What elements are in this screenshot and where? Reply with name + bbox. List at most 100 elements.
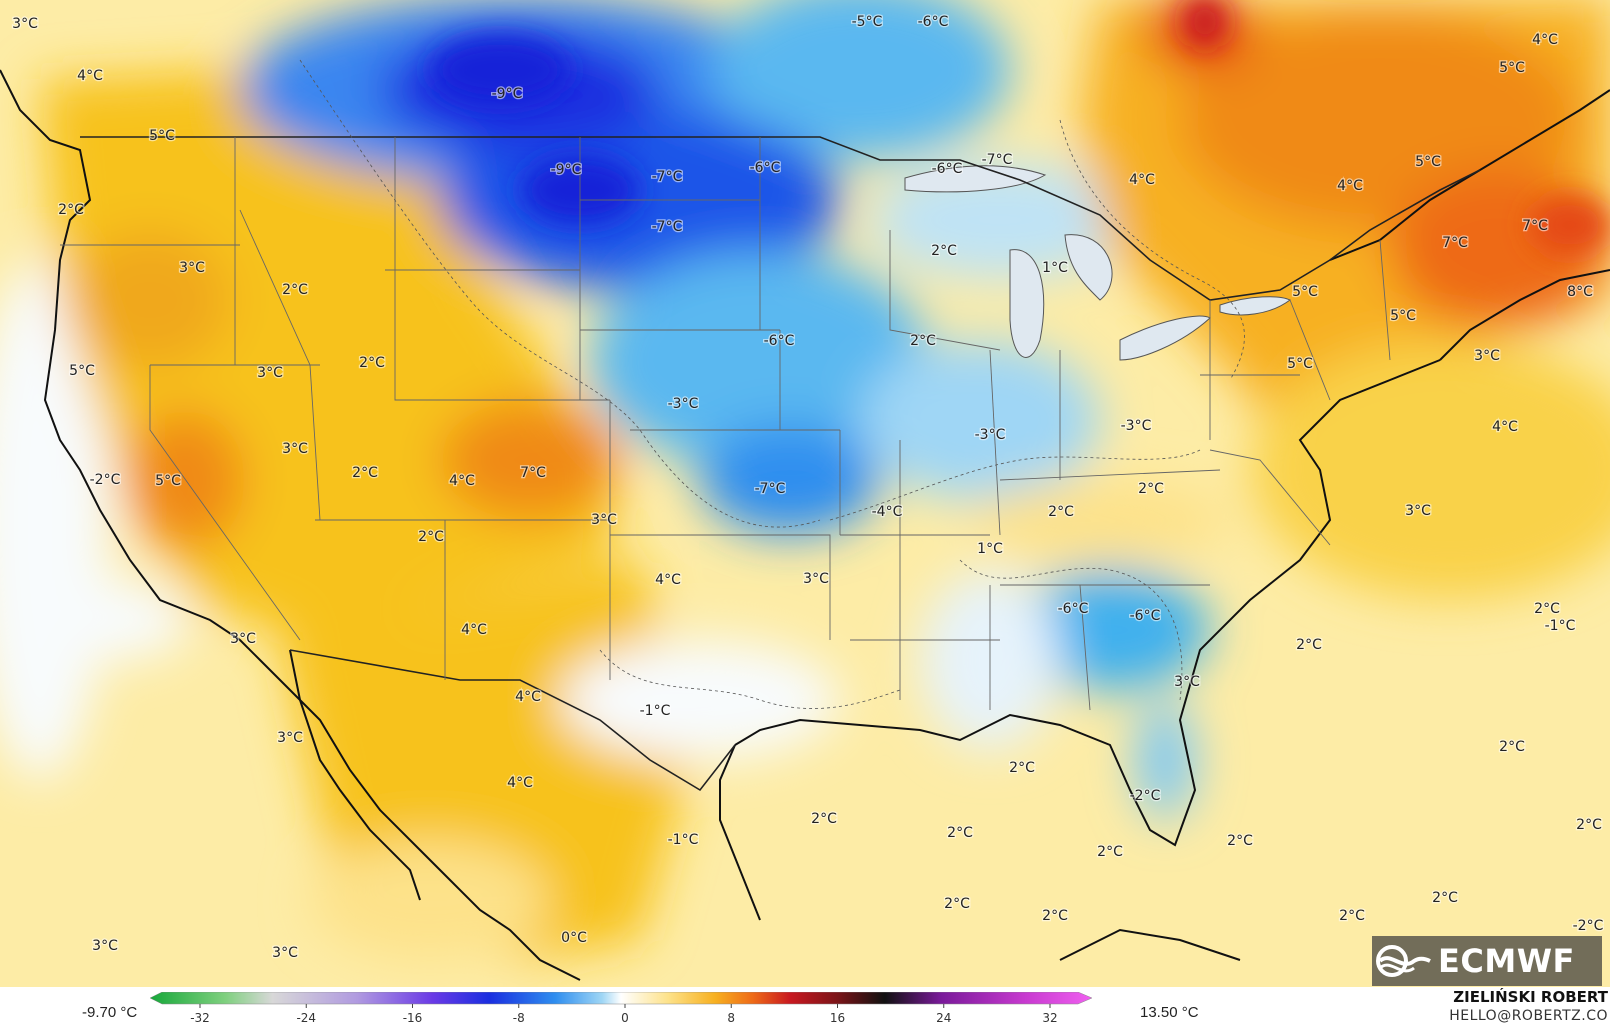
temperature-label: 2°C	[282, 282, 308, 298]
temperature-label: -7°C	[652, 169, 683, 185]
temperature-label-halo: 2°C	[1048, 504, 1074, 520]
temperature-label: 2°C	[910, 333, 936, 349]
temperature-label: 3°C	[1174, 674, 1200, 690]
temperature-label: 4°C	[515, 689, 541, 705]
temperature-label-halo: 3°C	[1405, 503, 1431, 519]
temperature-label: 4°C	[77, 68, 103, 84]
temperature-label: 1°C	[977, 541, 1003, 557]
temperature-label-halo: 4°C	[461, 622, 487, 638]
temperature-label-halo: 2°C	[944, 896, 970, 912]
temperature-label: 3°C	[179, 260, 205, 276]
temperature-label-halo: 2°C	[1227, 833, 1253, 849]
temperature-label-halo: -6°C	[750, 160, 781, 176]
temperature-label: 4°C	[461, 622, 487, 638]
temperature-label: 5°C	[1415, 154, 1441, 170]
temperature-label-halo: 3°C	[277, 730, 303, 746]
temperature-label: 5°C	[149, 128, 175, 144]
temperature-label-halo: -6°C	[918, 14, 949, 30]
temperature-label-halo: 2°C	[418, 529, 444, 545]
temperature-label-halo: 3°C	[179, 260, 205, 276]
temperature-label: 3°C	[272, 945, 298, 961]
temperature-label: -4°C	[872, 504, 903, 520]
temperature-label-halo: 0°C	[561, 930, 587, 946]
great-lakes	[904, 165, 1291, 361]
temperature-label-halo: 2°C	[1296, 637, 1322, 653]
contour-lines	[299, 59, 1245, 709]
temperature-label-halo: 4°C	[515, 689, 541, 705]
temperature-label-halo: 5°C	[1292, 284, 1318, 300]
temperature-label: 2°C	[418, 529, 444, 545]
temperature-label-halo: 2°C	[359, 355, 385, 371]
temperature-label: -3°C	[1121, 418, 1152, 434]
temperature-label: 4°C	[1129, 172, 1155, 188]
temperature-label-halo: -3°C	[668, 396, 699, 412]
temperature-label: 2°C	[1576, 817, 1602, 833]
temperature-label-halo: 5°C	[1499, 60, 1525, 76]
temperature-label: -1°C	[1545, 618, 1576, 634]
temperature-label-halo: 2°C	[282, 282, 308, 298]
temperature-label: -5°C	[852, 14, 883, 30]
temperature-label: -2°C	[1130, 788, 1161, 804]
temperature-label: 2°C	[1048, 504, 1074, 520]
temperature-label-halo: -3°C	[975, 427, 1006, 443]
temperature-label: 3°C	[803, 571, 829, 587]
temperature-label: 3°C	[591, 512, 617, 528]
temperature-label-halo: 7°C	[1442, 235, 1468, 251]
state-lines	[60, 137, 1391, 711]
temperature-label: 7°C	[1442, 235, 1468, 251]
temperature-label: -7°C	[652, 219, 683, 235]
temperature-label: 4°C	[1532, 32, 1558, 48]
temperature-label-halo: 4°C	[1532, 32, 1558, 48]
temperature-label: -6°C	[932, 161, 963, 177]
temperature-label-halo: 7°C	[1522, 218, 1548, 234]
temperature-label-halo: 2°C	[1534, 601, 1560, 617]
temperature-label: 2°C	[352, 465, 378, 481]
max-value-label: 13.50 °C	[1140, 1004, 1199, 1021]
colorbar-tick-label: -24	[296, 1011, 316, 1025]
temperature-label: 5°C	[1499, 60, 1525, 76]
colorbar-tick-label: 8	[727, 1011, 735, 1025]
temperature-label-halo: 4°C	[507, 775, 533, 791]
logo-text: ECMWF	[1438, 942, 1575, 980]
temperature-label: 2°C	[1009, 760, 1035, 776]
temperature-label: 2°C	[1097, 844, 1123, 860]
temperature-label: -2°C	[90, 472, 121, 488]
temperature-label: 4°C	[1337, 178, 1363, 194]
temperature-label-halo: 4°C	[449, 473, 475, 489]
temperature-label-halo: 7°C	[520, 465, 546, 481]
temperature-label: 2°C	[1432, 890, 1458, 906]
temperature-label-halo: 2°C	[1009, 760, 1035, 776]
temperature-label: 8°C	[1567, 284, 1593, 300]
temperature-label: -2°C	[1573, 918, 1604, 934]
temperature-label: -7°C	[982, 152, 1013, 168]
temperature-label-halo: 3°C	[1474, 348, 1500, 364]
temperature-label-halo: -7°C	[652, 169, 683, 185]
temperature-label: 7°C	[520, 465, 546, 481]
temperature-label-halo: 4°C	[655, 572, 681, 588]
temperature-label-halo: -6°C	[932, 161, 963, 177]
temperature-label-halo: -7°C	[755, 481, 786, 497]
temperature-label: 2°C	[811, 811, 837, 827]
temperature-label-halo: 3°C	[1174, 674, 1200, 690]
temperature-label-halo: 1°C	[977, 541, 1003, 557]
temperature-label-halo: 1°C	[1042, 260, 1068, 276]
temperature-label: -3°C	[668, 396, 699, 412]
temperature-label-halo: 2°C	[1499, 739, 1525, 755]
temperature-label: 3°C	[282, 441, 308, 457]
temperature-label: 3°C	[230, 631, 256, 647]
temperature-labels: 3°C3°C4°C4°C5°C5°C-9°C-9°C-5°C-5°C -6°C-6…	[11, 13, 1605, 963]
temperature-label-halo: 3°C	[230, 631, 256, 647]
temperature-label-halo: 4°C	[1492, 419, 1518, 435]
temperature-label: 3°C	[257, 365, 283, 381]
temperature-label-halo: 5°C	[1287, 356, 1313, 372]
temperature-label-halo: 4°C	[1129, 172, 1155, 188]
anomaly-field	[0, 0, 1610, 960]
temperature-label: -6°C	[1058, 601, 1089, 617]
temperature-label: -3°C	[975, 427, 1006, 443]
temperature-label: 2°C	[1499, 739, 1525, 755]
temperature-label-halo: 2°C	[1339, 908, 1365, 924]
temperature-label: -1°C	[640, 703, 671, 719]
colorbar-tick-label: 16	[830, 1011, 845, 1025]
temperature-label: 4°C	[507, 775, 533, 791]
temperature-label-halo: 5°C	[155, 473, 181, 489]
